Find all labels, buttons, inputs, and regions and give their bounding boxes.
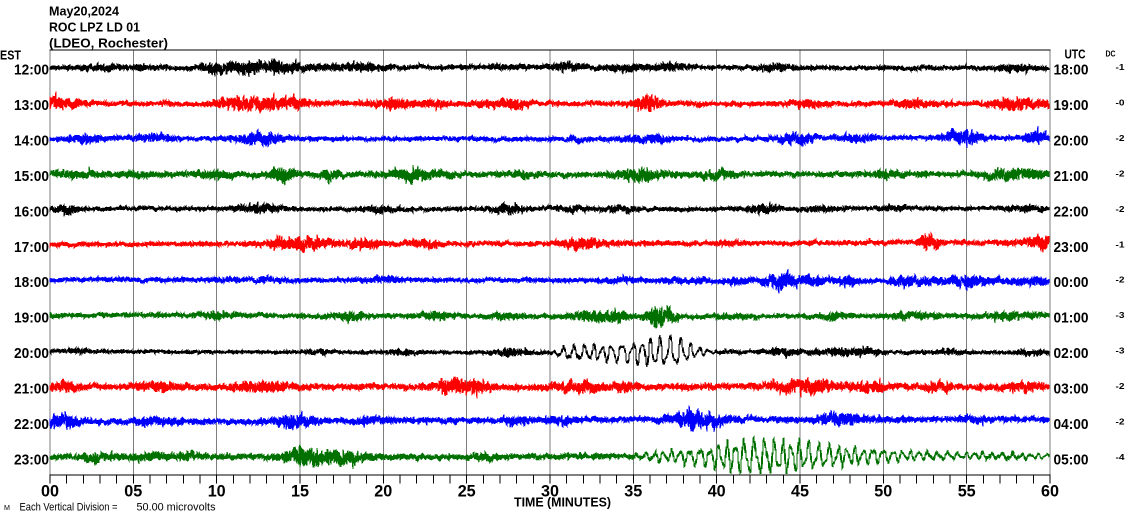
svg-text:EST: EST bbox=[0, 48, 21, 63]
svg-text:UTC: UTC bbox=[1065, 47, 1086, 62]
svg-text:-0: -0 bbox=[1116, 99, 1126, 108]
svg-text:05:00: 05:00 bbox=[1054, 451, 1089, 468]
svg-text:50: 50 bbox=[874, 482, 892, 501]
svg-text:21:00: 21:00 bbox=[14, 381, 49, 398]
svg-text:19:00: 19:00 bbox=[1054, 97, 1089, 114]
svg-text:45: 45 bbox=[791, 482, 809, 501]
svg-text:22:00: 22:00 bbox=[14, 416, 49, 433]
svg-text:-2: -2 bbox=[1116, 205, 1126, 214]
svg-text:-2: -2 bbox=[1116, 382, 1126, 391]
svg-text:ROC LPZ LD 01: ROC LPZ LD 01 bbox=[49, 20, 140, 35]
svg-text:10: 10 bbox=[208, 482, 226, 501]
svg-text:05: 05 bbox=[124, 482, 142, 501]
svg-text:60: 60 bbox=[1041, 482, 1059, 501]
svg-text:02:00: 02:00 bbox=[1054, 345, 1089, 362]
svg-text:18:00: 18:00 bbox=[14, 274, 49, 291]
svg-text:May20,2024: May20,2024 bbox=[49, 4, 120, 19]
svg-text:00:00: 00:00 bbox=[1054, 274, 1089, 291]
svg-text:14:00: 14:00 bbox=[14, 133, 49, 150]
svg-text:-1: -1 bbox=[1116, 240, 1126, 249]
svg-text:-2: -2 bbox=[1116, 417, 1126, 426]
svg-text:13:00: 13:00 bbox=[14, 97, 49, 114]
svg-text:18:00: 18:00 bbox=[1054, 62, 1089, 79]
svg-text:35: 35 bbox=[624, 482, 642, 501]
svg-text:03:00: 03:00 bbox=[1054, 381, 1089, 398]
svg-text:M: M bbox=[4, 505, 10, 512]
svg-text:Each Vertical Division =: Each Vertical Division = bbox=[20, 502, 118, 514]
svg-text:21:00: 21:00 bbox=[1054, 168, 1089, 185]
svg-text:15: 15 bbox=[291, 482, 309, 501]
svg-text:40: 40 bbox=[708, 482, 726, 501]
svg-text:19:00: 19:00 bbox=[14, 310, 49, 327]
svg-text:12:00: 12:00 bbox=[14, 62, 49, 79]
svg-text:-2: -2 bbox=[1116, 134, 1126, 143]
svg-text:22:00: 22:00 bbox=[1054, 203, 1089, 220]
svg-text:TIME (MINUTES): TIME (MINUTES) bbox=[514, 495, 611, 510]
svg-text:15:00: 15:00 bbox=[14, 168, 49, 185]
svg-text:01:00: 01:00 bbox=[1054, 310, 1089, 327]
svg-text:23:00: 23:00 bbox=[1054, 239, 1089, 256]
svg-text:30: 30 bbox=[541, 482, 559, 501]
svg-text:-4: -4 bbox=[1116, 453, 1126, 462]
svg-text:-2: -2 bbox=[1116, 170, 1126, 179]
svg-text:20: 20 bbox=[374, 482, 392, 501]
svg-text:04:00: 04:00 bbox=[1054, 416, 1089, 433]
svg-text:(LDEO, Rochester): (LDEO, Rochester) bbox=[49, 36, 168, 51]
svg-text:-3: -3 bbox=[1116, 311, 1126, 320]
svg-text:50.00 microvolts: 50.00 microvolts bbox=[137, 502, 216, 514]
svg-text:DC: DC bbox=[1106, 50, 1116, 59]
svg-text:20:00: 20:00 bbox=[14, 345, 49, 362]
svg-text:17:00: 17:00 bbox=[14, 239, 49, 256]
svg-text:-3: -3 bbox=[1116, 347, 1126, 356]
svg-text:16:00: 16:00 bbox=[14, 203, 49, 220]
svg-text:55: 55 bbox=[958, 482, 976, 501]
svg-text:25: 25 bbox=[458, 482, 476, 501]
svg-text:-1: -1 bbox=[1116, 63, 1126, 72]
svg-text:-2: -2 bbox=[1116, 276, 1126, 285]
svg-text:23:00: 23:00 bbox=[14, 451, 49, 468]
svg-text:20:00: 20:00 bbox=[1054, 133, 1089, 150]
svg-text:00: 00 bbox=[41, 482, 59, 501]
